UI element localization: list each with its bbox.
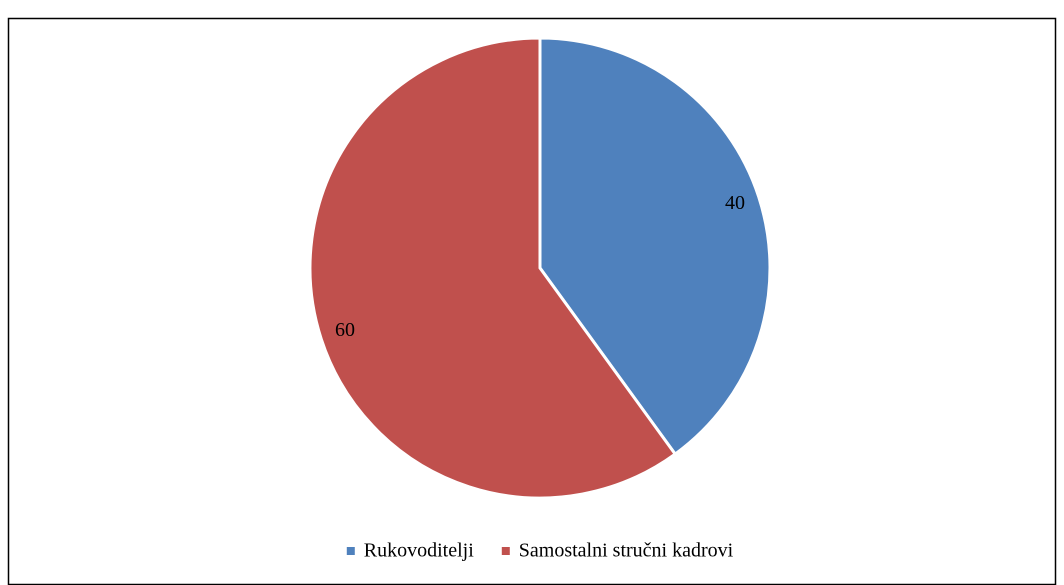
- data-label: 60: [335, 319, 355, 341]
- pie-slice: [308, 36, 678, 500]
- legend-label: Samostalni stručni kadrovi: [519, 540, 734, 562]
- legend-label: Rukovoditelji: [364, 540, 474, 562]
- data-label: 40: [725, 192, 745, 214]
- legend-swatch: [346, 547, 355, 555]
- legend-swatch: [501, 547, 510, 555]
- pie-slice: [538, 36, 772, 457]
